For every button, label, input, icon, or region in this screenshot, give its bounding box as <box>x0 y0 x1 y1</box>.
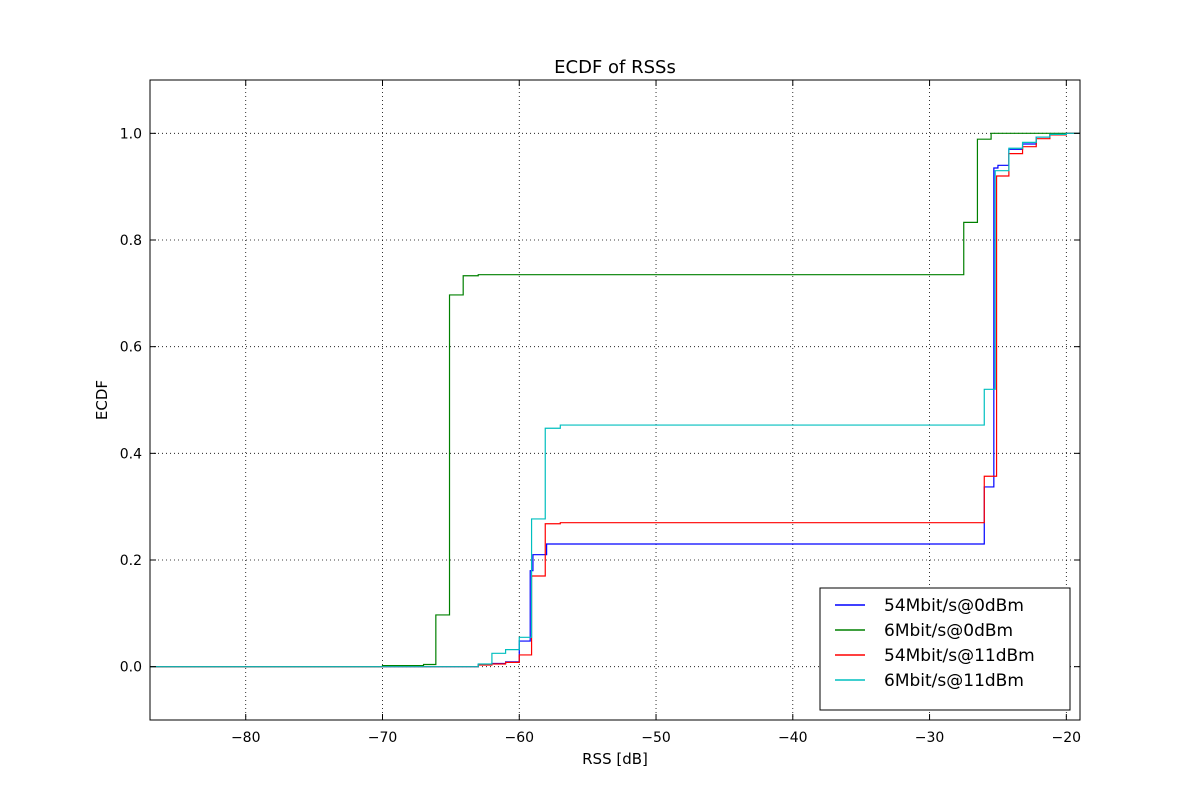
ticks: −80 −70 −60 −50 −40 −30 −20 0.0 0.2 0.4 0.6 0.8 1.0 <box>120 80 1081 746</box>
x-axis-label: RSS [dB] <box>582 750 648 768</box>
x-tick-label: −40 <box>778 730 808 746</box>
y-axis-label: ECDF <box>93 380 111 420</box>
x-tick-label: −80 <box>231 730 261 746</box>
y-tick-label: 0.0 <box>120 660 142 676</box>
y-tick-label: 0.8 <box>120 233 142 249</box>
series-line-3 <box>150 132 1080 668</box>
legend-label: 6Mbit/s@0dBm <box>884 621 1013 641</box>
chart-title: ECDF of RSSs <box>554 57 676 78</box>
x-tick-label: −30 <box>915 730 945 746</box>
x-tick-label: −60 <box>504 730 534 746</box>
y-tick-label: 0.4 <box>120 446 142 462</box>
y-tick-label: 0.6 <box>120 340 142 356</box>
legend-label: 6Mbit/s@11dBm <box>884 671 1024 691</box>
series-layer <box>150 132 1080 668</box>
y-tick-label: 1.0 <box>120 126 142 142</box>
y-tick-label: 0.2 <box>120 553 142 569</box>
legend-label: 54Mbit/s@11dBm <box>884 646 1035 666</box>
legend: 54Mbit/s@0dBm 6Mbit/s@0dBm 54Mbit/s@11dBm 6… <box>819 587 1071 711</box>
grid <box>150 80 1080 720</box>
legend-frame <box>819 587 1071 711</box>
series-line-2 <box>150 132 1080 668</box>
x-tick-label: −70 <box>368 730 398 746</box>
x-tick-label: −20 <box>1052 730 1082 746</box>
series-line-4 <box>150 132 1080 668</box>
legend-label: 54Mbit/s@0dBm <box>884 596 1024 616</box>
x-tick-label: −50 <box>641 730 671 746</box>
plot-frame <box>149 79 1081 721</box>
